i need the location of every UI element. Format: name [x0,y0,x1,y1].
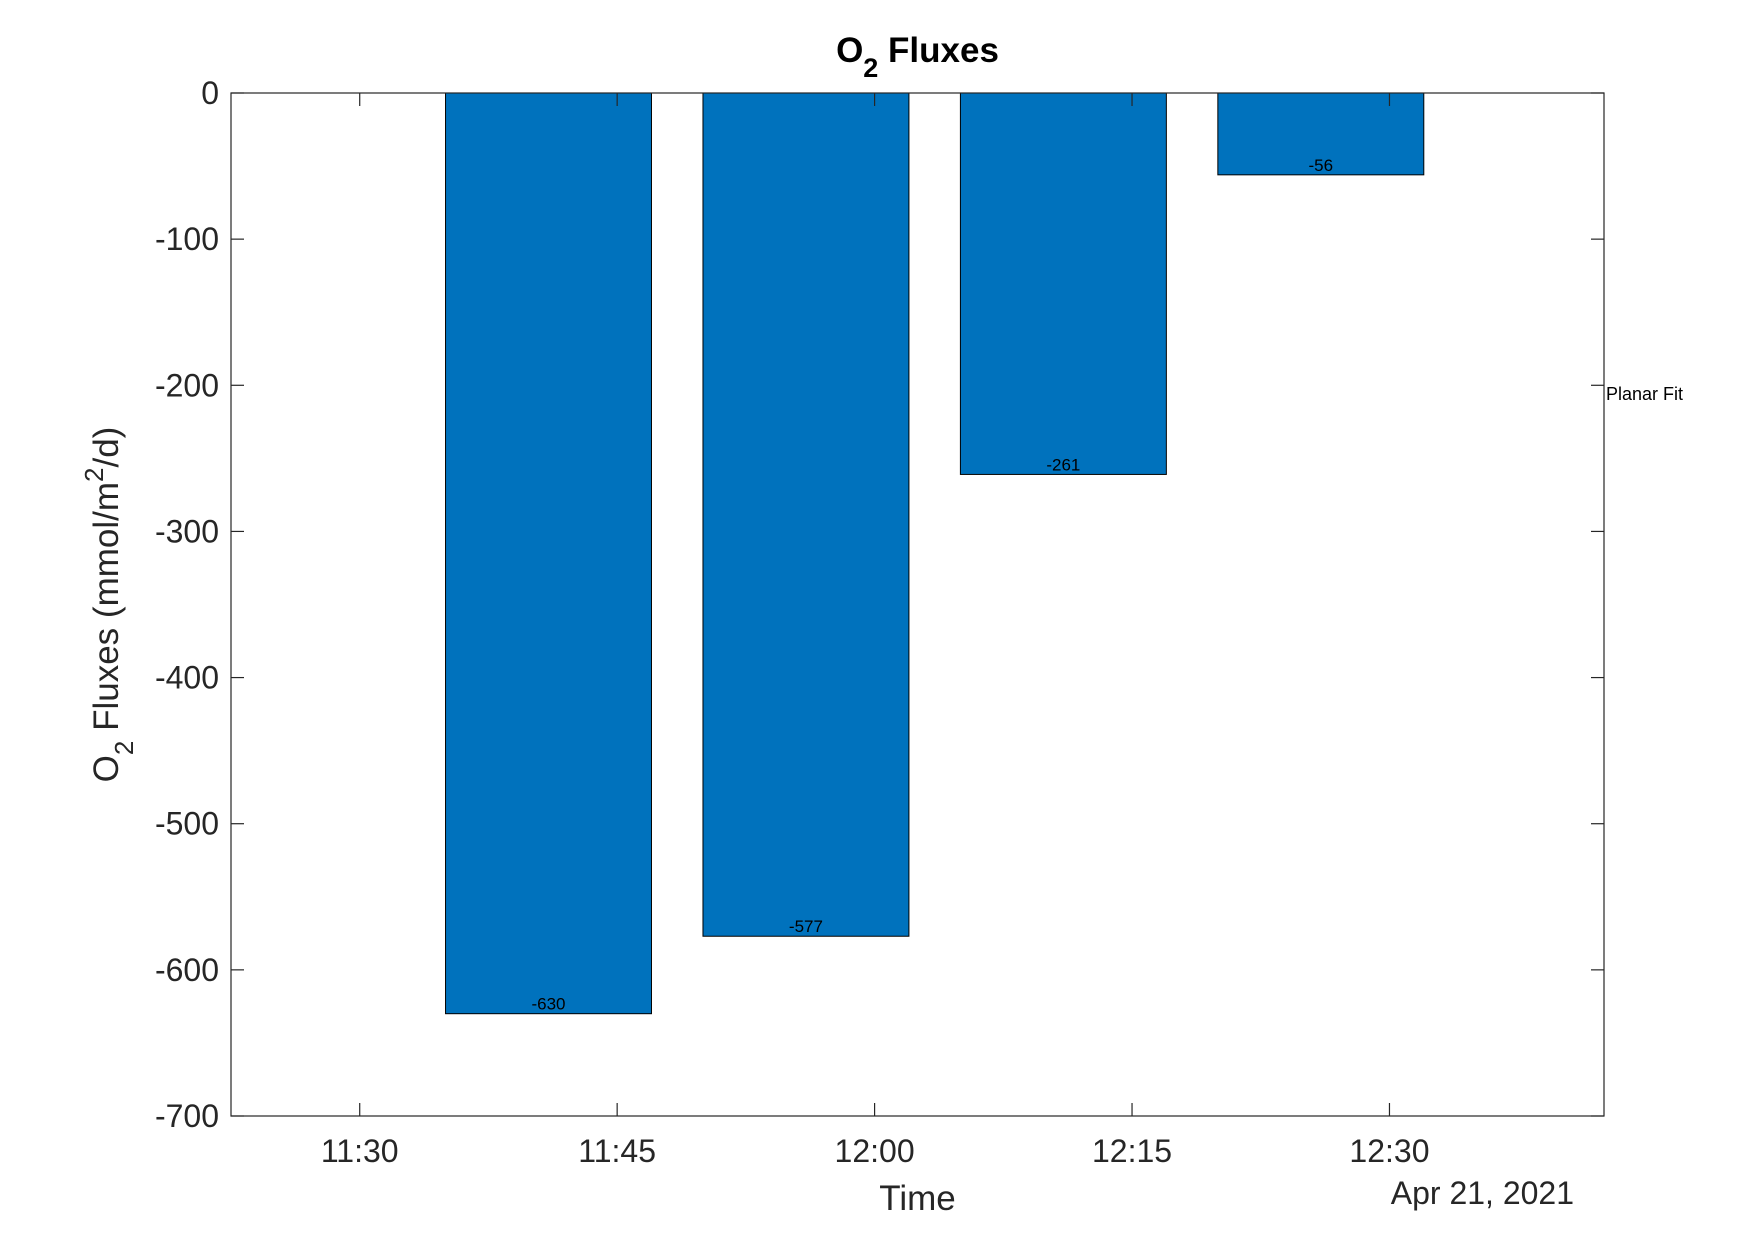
bar-2 [702,92,910,937]
y-tick-label: -200 [155,367,219,403]
x-tick-label: 11:30 [321,1133,399,1169]
chart-title: O2 Fluxes [836,31,999,83]
y-tick-label: -400 [155,660,219,696]
x-tick-label: 12:30 [1349,1133,1429,1169]
x-axis-label: Time [879,1179,955,1218]
x-tick-label: 12:00 [835,1133,915,1169]
bar-1 [445,92,652,1015]
x-tick-label: 11:45 [578,1133,656,1169]
axes-group: -630 -577 -261 -56 0 -100 -200 -300 -400 -500 -600… [79,31,1683,1218]
y-tick-label: -100 [155,221,219,257]
bar-label-1: -630 [531,995,565,1014]
bar-4 [1217,92,1425,176]
y-tick-label: -600 [155,952,219,988]
y-tick-label: 0 [201,75,219,111]
y-tick-label: -700 [155,1098,219,1134]
plot-area [231,93,1604,1116]
bar-3 [959,92,1167,475]
y-tick-label: -300 [155,513,219,549]
y-axis-label: O2 Fluxes (mmol/m2/d) [79,427,139,783]
axes-box [230,92,1605,1117]
bar-label-2: -577 [789,917,823,936]
bar-label-4: -56 [1309,156,1334,175]
annotation-planar-fit: Planar Fit [1606,384,1683,404]
y-tick-label: -500 [155,806,219,842]
bar-label-3: -261 [1046,455,1080,474]
x-tick-label: 12:15 [1092,1133,1172,1169]
x-date-label: Apr 21, 2021 [1391,1175,1574,1211]
